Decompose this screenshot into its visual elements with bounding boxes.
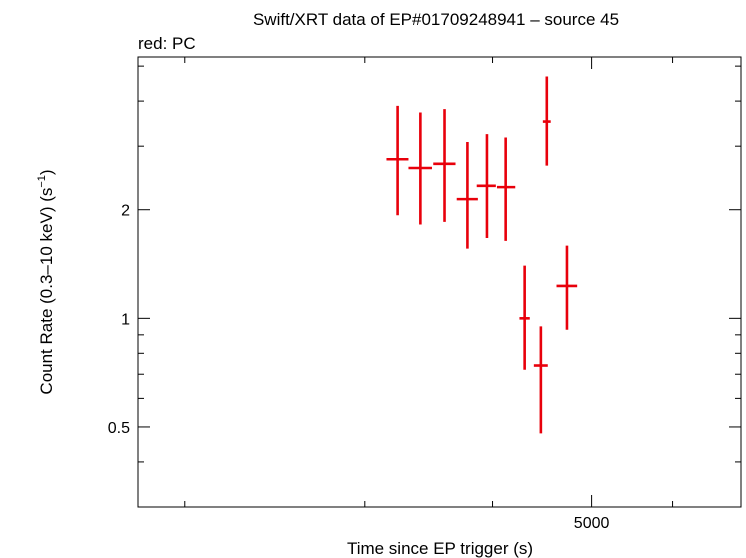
data-point <box>433 109 456 222</box>
y-axis-label-sup: −1 <box>36 175 48 188</box>
data-points <box>386 76 578 434</box>
data-point <box>542 76 551 166</box>
data-point <box>456 142 478 249</box>
y-tick-label: 0.5 <box>108 420 130 437</box>
x-axis-label: Time since EP trigger (s) <box>347 539 533 558</box>
plot-frame <box>137 56 742 508</box>
axis-ticks: 5000 0.5 1 2 <box>108 57 741 532</box>
data-point <box>386 105 409 216</box>
y-axis-label: Count Rate (0.3–10 keV) (s−1) <box>36 169 56 394</box>
y-tick-label: 2 <box>121 203 130 220</box>
data-point <box>519 265 530 370</box>
data-point <box>476 134 496 238</box>
data-point <box>556 245 578 330</box>
chart-subtitle: red: PC <box>138 34 196 53</box>
data-point <box>533 326 548 434</box>
y-axis-label-close: ) <box>37 169 56 175</box>
y-tick-label: 1 <box>121 311 130 328</box>
chart-title: Swift/XRT data of EP#01709248941 – sourc… <box>253 10 619 29</box>
y-axis-label-main: Count Rate (0.3–10 keV) (s <box>37 188 56 395</box>
x-tick-label: 5000 <box>574 515 610 532</box>
data-point <box>496 137 516 241</box>
data-point <box>408 112 432 225</box>
